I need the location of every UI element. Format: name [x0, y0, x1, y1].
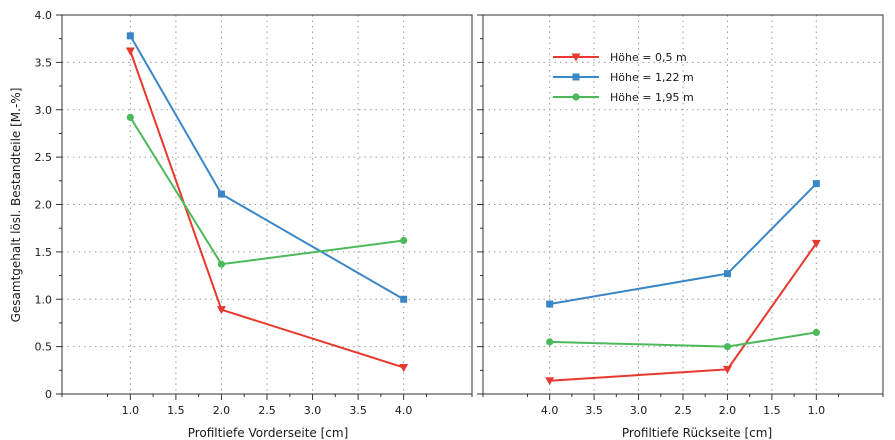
x-tick-label-right: 1.5 [763, 404, 781, 417]
x-tick-label-right: 4.0 [541, 404, 559, 417]
x-tick-label-left: 3.0 [304, 404, 322, 417]
data-point-left-0 [399, 363, 409, 372]
x-tick-label-left: 4.0 [395, 404, 413, 417]
data-point-left-1 [126, 32, 134, 40]
data-point-left-2 [126, 113, 134, 121]
data-point-right-0 [722, 365, 732, 374]
legend-marker-1 [572, 73, 580, 81]
x-tick-label-left: 1.0 [122, 404, 140, 417]
data-point-right-1 [723, 270, 731, 278]
x-tick-label-right: 3.0 [630, 404, 648, 417]
y-tick-label: 3.0 [35, 104, 53, 117]
x-tick-label-left: 2.5 [258, 404, 276, 417]
x-tick-label-left: 2.0 [213, 404, 231, 417]
y-tick-label: 0 [45, 388, 52, 401]
y-tick-label: 1.0 [35, 293, 53, 306]
data-point-right-1 [812, 180, 820, 188]
data-point-right-2 [723, 343, 732, 351]
y-tick-label: 3.5 [35, 56, 53, 69]
y-tick-label: 2.0 [35, 199, 53, 212]
legend-label-2: Höhe = 1,95 m [610, 91, 694, 104]
data-point-left-1 [400, 295, 408, 303]
x-tick-label-right: 2.0 [719, 404, 737, 417]
data-point-left-2 [217, 260, 226, 268]
data-point-right-1 [546, 300, 554, 308]
legend-marker-2 [572, 93, 580, 101]
y-tick-label: 0.5 [35, 341, 53, 354]
x-tick-label-right: 2.5 [674, 404, 692, 417]
y-tick-label: 2.5 [35, 151, 53, 164]
legend-label-1: Höhe = 1,22 m [610, 71, 694, 84]
data-point-right-2 [812, 328, 820, 337]
x-axis-title-left: Profiltiefe Vorderseite [cm] [188, 426, 349, 440]
data-point-left-0 [216, 306, 226, 315]
legend-marker-0 [571, 53, 581, 62]
data-point-right-2 [546, 338, 554, 346]
data-point-left-0 [125, 47, 135, 56]
y-tick-label: 4.0 [35, 9, 53, 22]
x-tick-label-right: 1.0 [808, 404, 826, 417]
y-axis-title: Gesamtgehalt lösl. Bestandteile [M.-%] [9, 88, 23, 323]
data-point-right-0 [811, 239, 821, 248]
data-point-right-0 [545, 377, 555, 386]
x-tick-label-right: 3.5 [585, 404, 603, 417]
data-point-left-2 [400, 236, 408, 245]
data-point-left-1 [217, 190, 225, 198]
series-line-left-2 [129, 116, 404, 266]
y-tick-label: 1.5 [35, 246, 53, 259]
x-axis-title-right: Profiltiefe Rückseite [cm] [622, 426, 772, 440]
x-tick-label-left: 3.5 [349, 404, 367, 417]
x-tick-label-left: 1.5 [167, 404, 185, 417]
legend-label-0: Höhe = 0,5 m [610, 51, 687, 64]
